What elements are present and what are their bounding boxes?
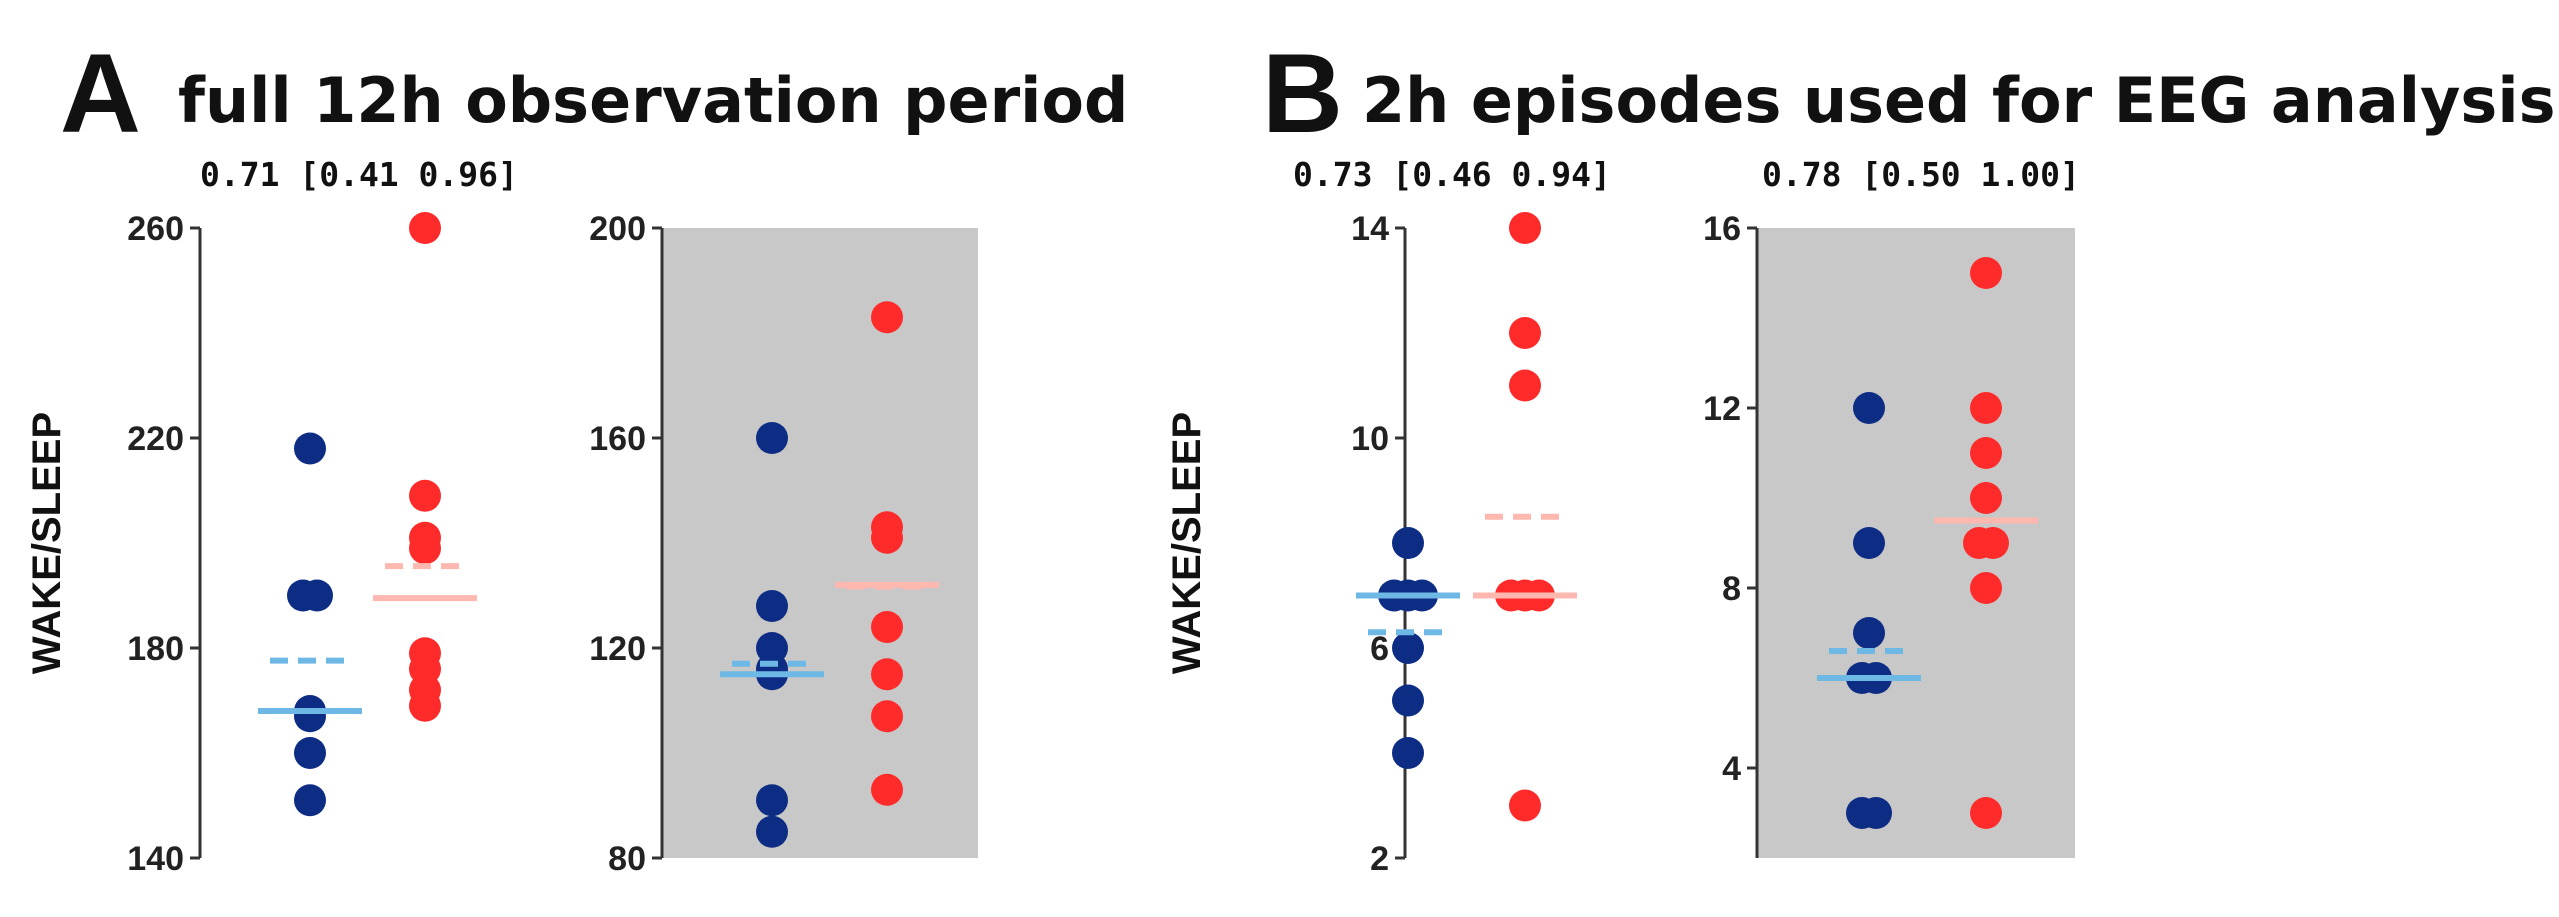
chart-4-tick-label: 12: [1703, 390, 1741, 428]
chart-2-group1-point: [756, 422, 788, 454]
chart-3-tick-label: 2: [1370, 840, 1389, 878]
chart-1-group1-point: [294, 784, 326, 817]
chart-2-tick-label: 160: [589, 420, 646, 458]
chart-2-group2-point: [871, 521, 903, 554]
chart-4-background: [1757, 228, 2075, 858]
chart-3-tick-label: 6: [1370, 630, 1389, 668]
chart-3-group1-point: [1392, 527, 1424, 559]
chart-3-tick-label: 14: [1351, 210, 1389, 248]
chart-2-group1-point: [756, 590, 788, 622]
chart-1-group2-point: [409, 532, 441, 565]
chart-2-tick-label: 80: [608, 840, 646, 878]
chart-4-group1-point: [1853, 617, 1885, 649]
chart-4-group2-point: [1970, 392, 2002, 424]
chart-4-group2-point: [1970, 437, 2002, 469]
chart-4-tick-label: 16: [1703, 210, 1741, 248]
chart-1-tick-label: 260: [127, 210, 184, 248]
chart-1-tick-label: 220: [127, 420, 184, 458]
chart-1-tick-label: 140: [127, 840, 184, 878]
chart-2-group1-point: [756, 815, 788, 848]
chart-3-stat: 0.73 [0.46 0.94]: [1293, 155, 1611, 194]
chart-3-group1-point: [1392, 632, 1424, 664]
chart-4-tick-label: 8: [1722, 570, 1741, 608]
chart-1-group2-point: [409, 689, 441, 722]
chart-2-tick-label: 120: [589, 630, 646, 668]
chart-4-group1-point: [1853, 392, 1885, 424]
chart-1-group1-point: [301, 579, 333, 612]
chart-3-group2-point: [1509, 369, 1541, 402]
chart-4-stat: 0.78 [0.50 1.00]: [1762, 155, 2080, 194]
chart-3-group2-point: [1509, 212, 1541, 244]
chart-1-stat: 0.71 [0.41 0.96]: [200, 155, 518, 194]
panel-b-title: 2h episodes used for EEG analysis: [1362, 64, 2556, 137]
chart-3-tick-label: 10: [1351, 420, 1389, 458]
chart-4-tick-label: 4: [1722, 750, 1741, 788]
chart-4-group2-point: [1970, 257, 2002, 289]
chart-2-group2-point: [871, 658, 903, 691]
chart-2-tick-label: 200: [589, 210, 646, 248]
panel-a-letter: A: [60, 31, 141, 156]
chart-1-group2-point: [409, 212, 441, 244]
chart-1-group1-point: [294, 432, 326, 465]
chart-2-group2-point: [871, 611, 903, 643]
chart-4-group1-point: [1860, 797, 1892, 829]
chart-4-group1-point: [1853, 527, 1885, 559]
chart-1-y-axis-label: WAKE/SLEEP: [25, 412, 69, 674]
chart-2-background: [662, 228, 978, 858]
chart-1-tick-label: 180: [127, 630, 184, 668]
chart-1-group2-point: [409, 479, 441, 512]
chart-1-group1-point: [294, 737, 326, 769]
chart-3-group2-point: [1509, 317, 1541, 349]
chart-2-group1-point: [756, 784, 788, 817]
chart-3-group1-point: [1392, 737, 1424, 769]
chart-3-group2-point: [1509, 789, 1541, 822]
panel-b-letter: B: [1262, 31, 1343, 156]
chart-1-group1-point: [294, 700, 326, 733]
chart-2-group2-point: [871, 700, 903, 733]
chart-4-group2-point: [1977, 527, 2009, 559]
chart-4-group2-point: [1970, 572, 2002, 604]
panel-a-title: full 12h observation period: [178, 64, 1129, 137]
chart-4-group2-point: [1970, 482, 2002, 514]
chart-3-group1-point: [1392, 684, 1424, 717]
chart-4-group2-point: [1970, 797, 2002, 829]
chart-2-group2-point: [871, 301, 903, 334]
chart-3-y-axis-label: WAKE/SLEEP: [1165, 412, 1209, 674]
chart-2-group2-point: [871, 773, 903, 806]
